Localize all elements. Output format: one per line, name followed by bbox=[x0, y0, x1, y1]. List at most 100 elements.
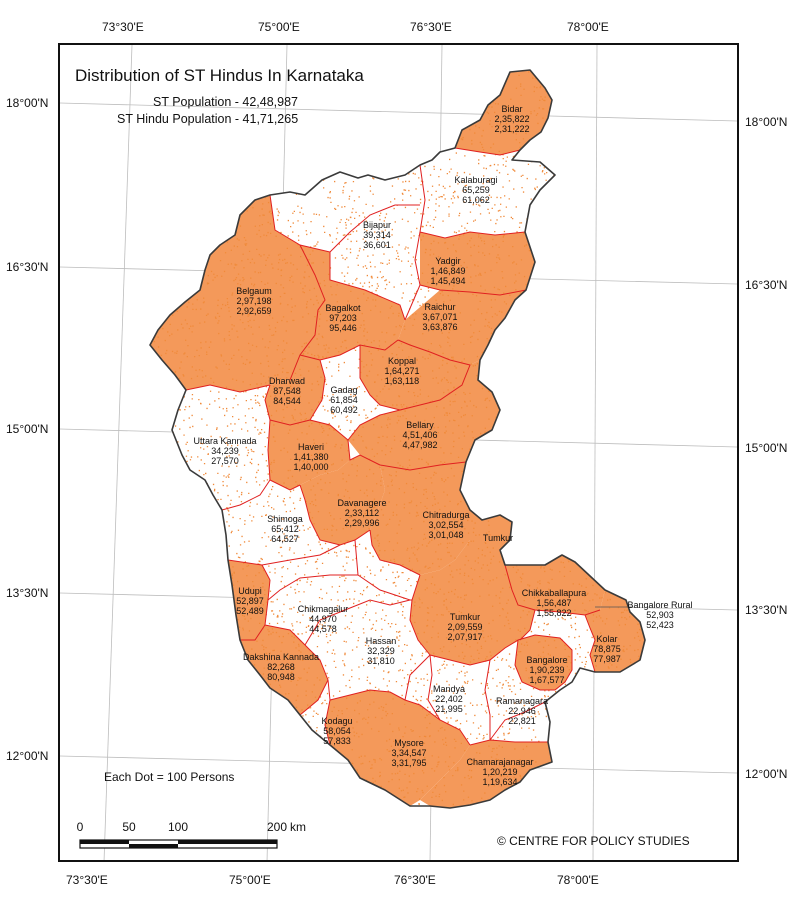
district-name: Chikkaballapura bbox=[521, 588, 587, 598]
district-name: Kolar bbox=[596, 634, 618, 644]
district-st-hindu: 52,489 bbox=[236, 606, 264, 616]
district-label-chikkaballapura: Chikkaballapura 1,56,487 1,55,822 bbox=[522, 588, 587, 618]
district-label-tumkur: Tumkur 2,09,559 2,07,917 bbox=[447, 612, 482, 642]
shaded-district-area bbox=[348, 360, 500, 470]
district-name: Chitradurga bbox=[422, 510, 470, 520]
district-label-mysore: Mysore 3,34,547 3,31,795 bbox=[391, 738, 426, 768]
shaded-district-area bbox=[420, 740, 552, 808]
district-st-hindu: 1,63,118 bbox=[384, 376, 420, 386]
lat-label-left-3: 15°00'N bbox=[6, 422, 49, 436]
scale-label-50: 50 bbox=[122, 820, 136, 834]
district-st-hindu: 1,40,000 bbox=[293, 462, 329, 472]
district-st-hindu: 2,29,996 bbox=[344, 518, 380, 528]
district-st-hindu: 61,062 bbox=[462, 195, 490, 205]
lat-label-right-2: 16°30'N bbox=[745, 278, 788, 292]
district-label-dharwad: Dharwad 87,548 84,544 bbox=[269, 376, 305, 406]
district-st-population: 65,412 bbox=[271, 524, 299, 534]
district-st-population: 52,903 bbox=[646, 610, 674, 620]
district-st-hindu: 64,527 bbox=[271, 534, 299, 544]
district-st-population: 1,56,487 bbox=[536, 598, 572, 608]
lat-label-right-1: 18°00'N bbox=[745, 115, 788, 129]
shaded-district-area bbox=[370, 462, 470, 575]
district-st-hindu: 3,63,876 bbox=[422, 322, 458, 332]
district-st-population: 58,054 bbox=[323, 726, 351, 736]
district-name: Davanagere bbox=[337, 498, 387, 508]
scale-label-100: 100 bbox=[167, 820, 189, 834]
district-st-hindu: 1,55,822 bbox=[536, 608, 572, 618]
district-name: Shimoga bbox=[267, 514, 303, 524]
lat-label-right-5: 12°00'N bbox=[745, 767, 788, 781]
lat-label-left-1: 18°00'N bbox=[6, 96, 49, 110]
district-st-population: 34,239 bbox=[211, 446, 239, 456]
karnataka-state-outline bbox=[149, 69, 646, 809]
district-name: Gadag bbox=[330, 385, 358, 395]
district-label-bangalore-rural: Bangalore Rural 52,903 52,423 bbox=[627, 600, 692, 630]
district-st-hindu: 31,810 bbox=[367, 656, 395, 666]
district-name: Uttara Kannada bbox=[193, 436, 257, 446]
shaded-district-area bbox=[410, 510, 535, 665]
district-name: Bangalore Rural bbox=[627, 600, 693, 610]
district-label-kalaburagi: Kalaburagi 65,259 61,062 bbox=[454, 175, 497, 205]
map-title: Distribution of ST Hindus In Karnataka bbox=[75, 66, 364, 85]
shaded-district-area bbox=[268, 420, 350, 490]
district-st-population: 87,548 bbox=[273, 386, 301, 396]
district-name: Yadgir bbox=[435, 256, 461, 266]
district-label-hassan: Hassan 32,329 31,810 bbox=[366, 636, 397, 666]
district-boundaries bbox=[185, 147, 601, 746]
district-st-population: 1,64,271 bbox=[384, 366, 420, 376]
district-name: Chikmagalur bbox=[297, 604, 349, 614]
district-st-hindu: 1,19,634 bbox=[482, 777, 518, 787]
district-st-population: 1,90,239 bbox=[529, 665, 565, 675]
district-st-population: 78,875 bbox=[593, 644, 621, 654]
district-st-hindu: 77,987 bbox=[593, 654, 621, 664]
district-label-yadgir: Yadgir 1,46,849 1,45,494 bbox=[430, 256, 465, 286]
district-label-tumkur: Tumkur bbox=[483, 533, 513, 543]
district-name: Udupi bbox=[238, 586, 262, 596]
lon-label-top-4: 78°00'E bbox=[567, 20, 609, 34]
district-st-hindu: 84,544 bbox=[273, 396, 301, 406]
district-label-bellary: Bellary 4,51,406 4,47,982 bbox=[402, 420, 437, 450]
district-st-hindu: 4,47,982 bbox=[402, 440, 438, 450]
district-name: Tumkur bbox=[449, 612, 481, 622]
district-st-population: 82,268 bbox=[267, 662, 295, 672]
district-name: Haveri bbox=[297, 442, 325, 452]
district-st-hindu: 21,995 bbox=[435, 704, 463, 714]
district-name: Koppal bbox=[387, 356, 417, 366]
district-st-hindu: 3,01,048 bbox=[428, 530, 464, 540]
district-name: Mandya bbox=[432, 684, 466, 694]
district-st-population: 65,259 bbox=[462, 185, 490, 195]
st-hindu-population-total: ST Hindu Population - 41,71,265 bbox=[117, 112, 299, 126]
district-name: Bagalkot bbox=[325, 303, 361, 313]
district-label-chamarajanagar: Chamarajanagar 1,20,219 1,19,634 bbox=[466, 757, 533, 787]
district-name: Kalaburagi bbox=[454, 175, 498, 185]
district-name: Kodagu bbox=[321, 716, 353, 726]
district-label-uttara-kannada: Uttara Kannada 34,239 27,570 bbox=[193, 436, 256, 466]
district-label-belgaum: Belgaum 2,97,198 2,92,659 bbox=[236, 286, 272, 316]
shaded-district-area bbox=[265, 355, 325, 425]
district-label-koppal: Koppal 1,64,271 1,63,118 bbox=[384, 356, 419, 386]
shaded-district-area bbox=[505, 555, 605, 615]
lat-label-right-3: 15°00'N bbox=[745, 441, 788, 455]
lon-label-bottom-1: 73°30'E bbox=[66, 873, 108, 887]
district-label-mandya: Mandya 22,402 21,995 bbox=[433, 684, 465, 714]
shaded-district-area bbox=[398, 290, 526, 365]
district-name: Bijapur bbox=[362, 220, 392, 230]
district-st-population: 2,97,198 bbox=[236, 296, 272, 306]
district-label-bangalore: Bangalore 1,90,239 1,67,577 bbox=[526, 655, 567, 685]
lat-label-right-4: 13°30'N bbox=[745, 603, 788, 617]
lon-label-bottom-4: 78°00'E bbox=[557, 873, 599, 887]
district-st-hindu: 27,570 bbox=[211, 456, 239, 466]
district-st-hindu: 36,601 bbox=[363, 240, 391, 250]
district-st-population: 97,203 bbox=[329, 313, 357, 323]
district-st-population: 3,02,554 bbox=[428, 520, 464, 530]
district-st-population: 44,970 bbox=[309, 614, 337, 624]
district-label-kolar: Kolar 78,875 77,987 bbox=[593, 634, 621, 664]
district-name: Dharwad bbox=[268, 376, 306, 386]
scale-label-0: 0 bbox=[76, 820, 84, 834]
lon-label-top-3: 76°30'E bbox=[410, 20, 452, 34]
district-label-bijapur: Bijapur 39,314 36,601 bbox=[363, 220, 391, 250]
district-st-population: 2,33,112 bbox=[344, 508, 380, 518]
shaded-district-area bbox=[300, 455, 385, 545]
dot-legend-note: Each Dot = 100 Persons bbox=[104, 770, 235, 784]
district-label-chitradurga: Chitradurga 3,02,554 3,01,048 bbox=[422, 510, 469, 540]
